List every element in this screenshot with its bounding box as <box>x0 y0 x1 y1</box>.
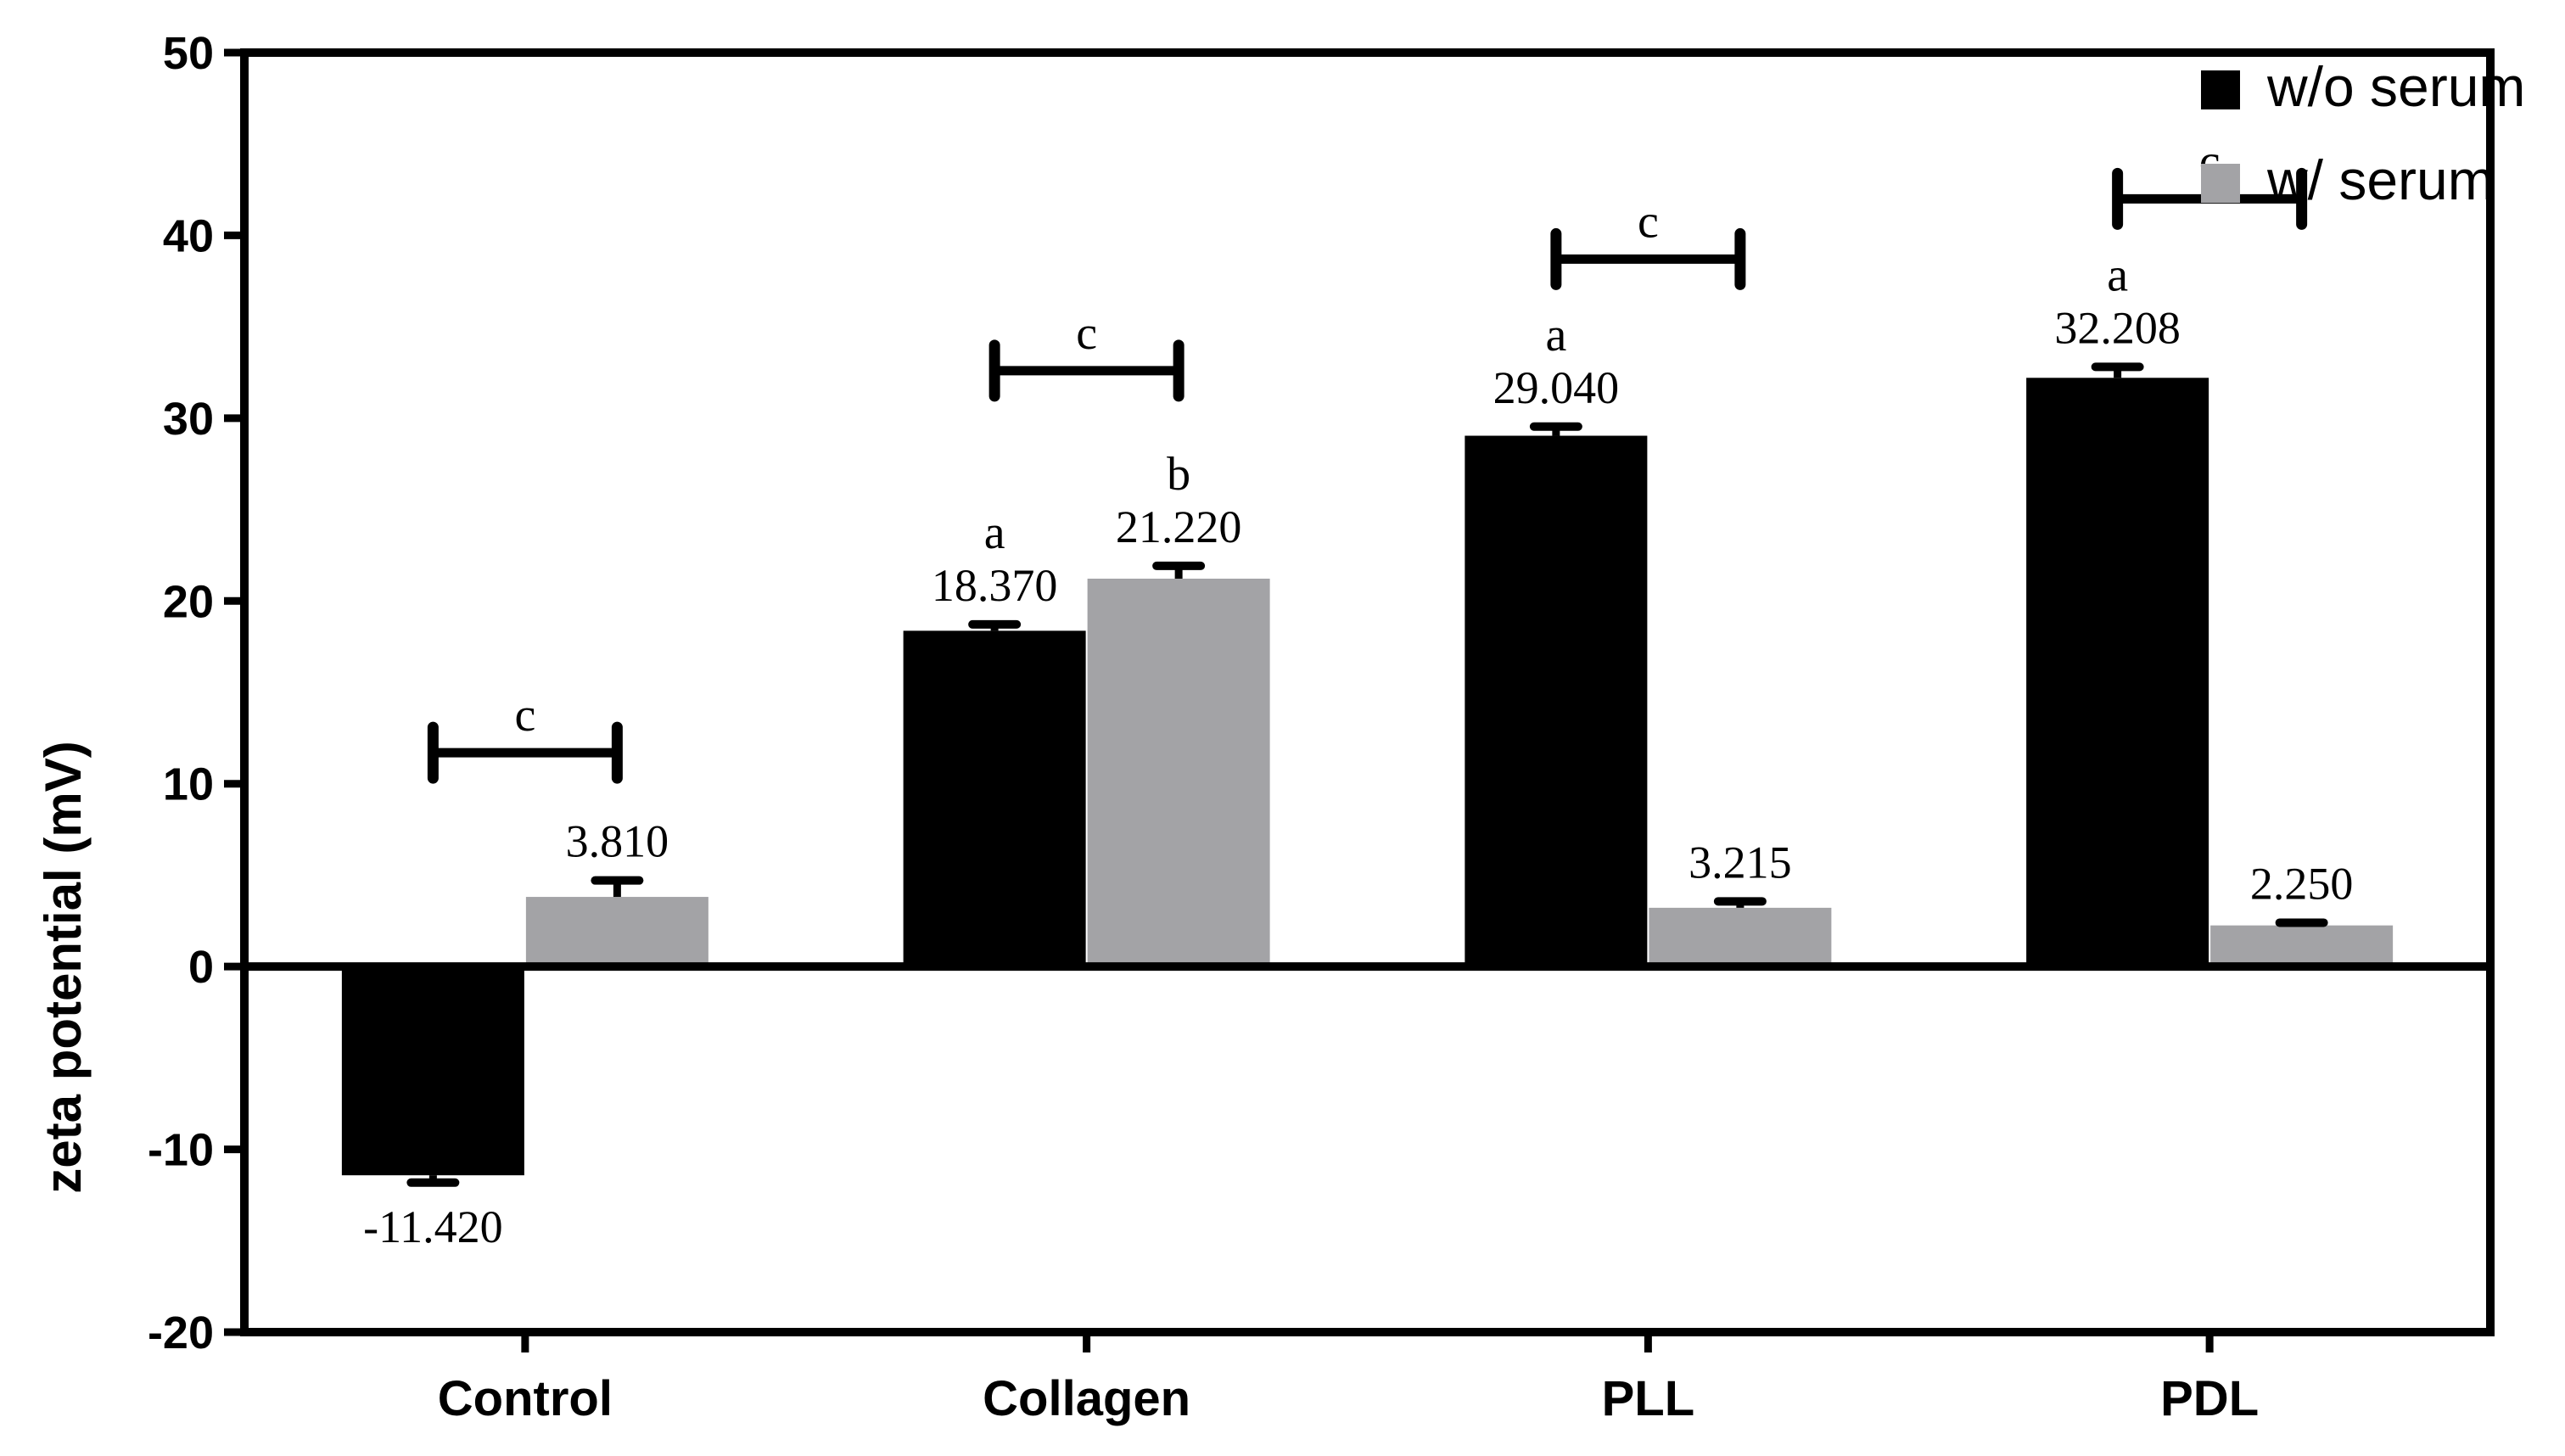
bar-without-serum-pdl <box>2026 378 2209 967</box>
value-label: 3.215 <box>1689 837 1792 888</box>
bar-without-serum-collagen <box>903 630 1086 967</box>
y-tick-label: -10 <box>148 1125 214 1176</box>
value-label: -11.420 <box>363 1201 502 1252</box>
y-axis-ticks: -20 -10 0 10 20 30 40 50 <box>148 28 244 1358</box>
bracket-label: c <box>1076 307 1097 360</box>
category-label-control: Control <box>438 1371 613 1426</box>
value-label: 21.220 <box>1116 501 1242 552</box>
x-axis-categories: Control Collagen PLL PDL <box>438 1371 2259 1426</box>
bar-with-serum-control <box>525 897 708 967</box>
y-axis-title: zeta potential (mV) <box>35 741 92 1193</box>
y-tick-label: 50 <box>163 28 214 79</box>
bar-without-serum-pll <box>1465 435 1648 967</box>
value-label: 3.810 <box>566 816 669 867</box>
value-label: 32.208 <box>2054 302 2181 353</box>
legend: w/o serum w/ serum <box>2201 55 2525 211</box>
y-tick-label: 30 <box>163 394 214 445</box>
value-label: 2.250 <box>2250 858 2354 909</box>
legend-swatch-without-serum <box>2201 70 2240 109</box>
bracket-label: c <box>514 689 535 742</box>
significance-letter: a <box>984 507 1005 559</box>
bar-with-serum-pll <box>1649 907 1832 967</box>
error-bars <box>406 362 2328 1187</box>
value-label: 29.040 <box>1493 362 1620 413</box>
significance-letter: b <box>1167 448 1190 501</box>
y-tick-label: 40 <box>163 210 214 261</box>
axes <box>240 48 2495 1352</box>
category-label-pll: PLL <box>1602 1371 1695 1426</box>
y-tick-label: 0 <box>188 942 214 993</box>
legend-swatch-with-serum <box>2201 164 2240 203</box>
bar-with-serum-collagen <box>1087 579 1270 967</box>
y-tick-label: 20 <box>163 576 214 627</box>
bar-without-serum-control <box>341 966 524 1176</box>
bars <box>341 378 2394 1176</box>
y-tick-label: 10 <box>163 759 214 810</box>
significance-letter: a <box>1545 309 1566 361</box>
value-label: 18.370 <box>932 560 1058 611</box>
legend-label-with-serum: w/ serum <box>2266 148 2495 211</box>
bar-with-serum-pdl <box>2210 925 2394 967</box>
category-label-collagen: Collagen <box>983 1371 1190 1426</box>
plot-frame <box>240 48 2495 1336</box>
legend-label-without-serum: w/o serum <box>2266 55 2525 118</box>
category-label-pdl: PDL <box>2160 1371 2259 1426</box>
significance-letter: a <box>2107 249 2128 301</box>
y-tick-label: -20 <box>148 1308 214 1358</box>
bracket-label: c <box>1638 195 1659 248</box>
